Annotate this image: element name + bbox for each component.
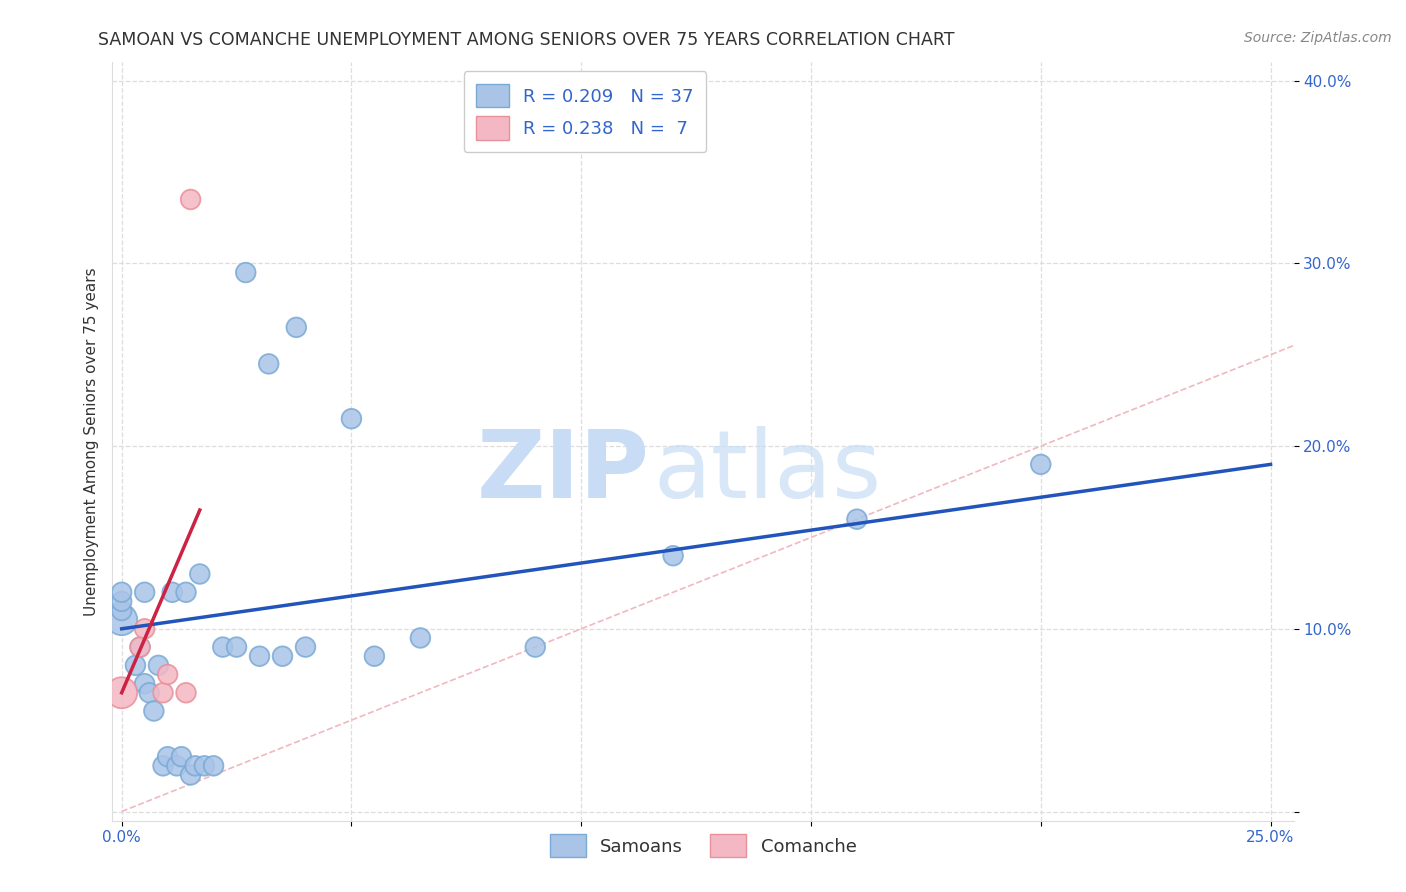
Point	[160, 585, 183, 599]
Point	[174, 585, 197, 599]
Point	[363, 649, 385, 664]
Point	[166, 759, 188, 773]
Point	[148, 658, 170, 673]
Point	[409, 631, 432, 645]
Point	[134, 676, 156, 690]
Point	[152, 686, 174, 700]
Point	[134, 622, 156, 636]
Point	[662, 549, 685, 563]
Point	[180, 768, 202, 782]
Text: SAMOAN VS COMANCHE UNEMPLOYMENT AMONG SENIORS OVER 75 YEARS CORRELATION CHART: SAMOAN VS COMANCHE UNEMPLOYMENT AMONG SE…	[98, 31, 955, 49]
Point	[225, 640, 247, 654]
Point	[174, 686, 197, 700]
Point	[156, 749, 179, 764]
Point	[134, 585, 156, 599]
Point	[249, 649, 271, 664]
Point	[111, 585, 134, 599]
Point	[193, 759, 215, 773]
Y-axis label: Unemployment Among Seniors over 75 years: Unemployment Among Seniors over 75 years	[83, 268, 98, 615]
Text: Source: ZipAtlas.com: Source: ZipAtlas.com	[1244, 31, 1392, 45]
Point	[124, 658, 146, 673]
Point	[188, 566, 211, 581]
Point	[111, 603, 134, 617]
Point	[845, 512, 868, 526]
Point	[202, 759, 225, 773]
Point	[180, 193, 202, 207]
Point	[294, 640, 316, 654]
Point	[257, 357, 280, 371]
Point	[138, 686, 160, 700]
Point	[184, 759, 207, 773]
Point	[285, 320, 308, 334]
Point	[142, 704, 165, 718]
Point	[152, 759, 174, 773]
Point	[111, 613, 134, 627]
Point	[111, 686, 134, 700]
Text: atlas: atlas	[654, 425, 882, 518]
Point	[524, 640, 547, 654]
Point	[129, 640, 152, 654]
Point	[211, 640, 233, 654]
Point	[235, 266, 257, 280]
Point	[156, 667, 179, 681]
Point	[340, 411, 363, 425]
Point	[170, 749, 193, 764]
Legend: Samoans, Comanche: Samoans, Comanche	[543, 827, 863, 864]
Text: ZIP: ZIP	[477, 425, 650, 518]
Point	[111, 594, 134, 608]
Point	[271, 649, 294, 664]
Point	[129, 640, 152, 654]
Point	[1029, 458, 1052, 472]
